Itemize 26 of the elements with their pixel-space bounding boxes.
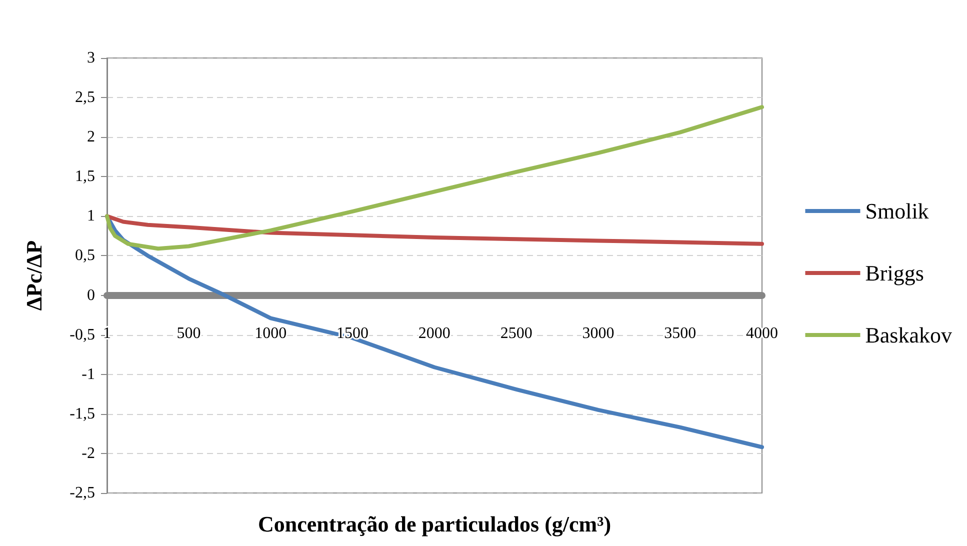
y-tick-label: -2 (82, 444, 95, 462)
x-tick-label: 1 (103, 324, 111, 342)
y-tick-label: -2,5 (70, 484, 95, 502)
x-axis-title: Concentração de particulados (g/cm³) (258, 512, 612, 536)
legend-label: Briggs (865, 260, 924, 286)
x-tick-label: 500 (176, 324, 201, 342)
y-tick-label: 2,5 (75, 89, 95, 106)
legend-label: Baskakov (865, 322, 952, 348)
x-tick-label: 3000 (582, 324, 614, 342)
y-tick-label: -1 (82, 366, 95, 383)
x-tick-label: 3500 (664, 324, 696, 342)
y-tick-label: -0,5 (70, 326, 95, 344)
y-tick-label: 2 (87, 128, 95, 146)
y-tick-label: 0 (87, 286, 95, 304)
y-tick-label: 0,5 (75, 247, 95, 264)
x-tick-label: 2000 (418, 324, 450, 342)
x-tick-label: 1000 (254, 324, 287, 342)
x-tick-label: 2500 (500, 324, 532, 342)
x-tick-label: 4000 (746, 324, 778, 342)
y-tick-label: 3 (87, 50, 95, 66)
y-tick-label: 1 (87, 208, 95, 225)
y-tick-label: -1,5 (70, 405, 95, 422)
line-series (105, 105, 764, 251)
y-axis-title: ΔPc/ΔP (22, 240, 46, 311)
y-tick-label: 1,5 (75, 168, 95, 186)
legend-label: Smolik (865, 198, 929, 224)
